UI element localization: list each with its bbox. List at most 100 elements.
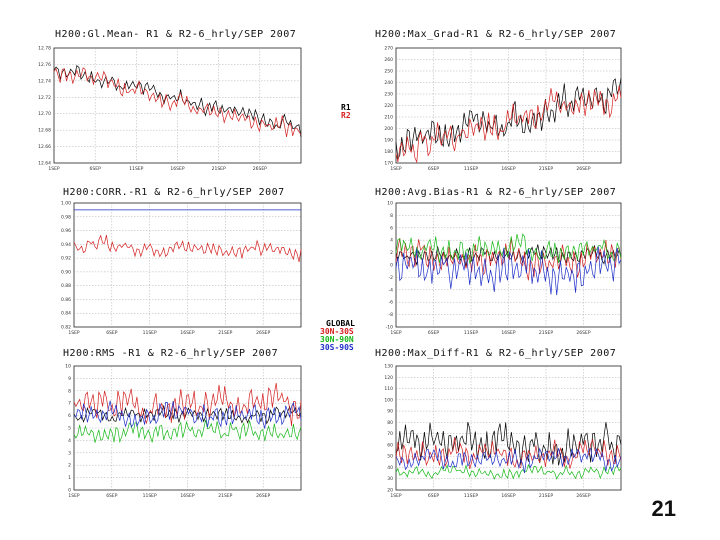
chart-panel-6: H200:Max_Diff-R1 & R2-6_hrly/SEP 2007 130… bbox=[375, 348, 622, 499]
x-tick-label: 16SEP bbox=[501, 330, 515, 336]
legend-30s-90s: 30S-90S bbox=[320, 343, 354, 352]
y-tick-label: 12.68 bbox=[38, 128, 51, 134]
y-tick-label: 190 bbox=[384, 138, 393, 144]
y-tick-label: 1 bbox=[68, 475, 71, 481]
y-tick-label: 9 bbox=[68, 376, 71, 382]
series-line-r1 bbox=[395, 77, 622, 160]
x-tick-label: 21SEP bbox=[218, 493, 232, 499]
x-tick-label: 1SEP bbox=[390, 166, 402, 172]
y-tick-label: 0.92 bbox=[61, 256, 71, 262]
x-tick-label: 1SEP bbox=[390, 330, 402, 336]
y-tick-label: 0.90 bbox=[61, 269, 71, 275]
x-tick-label: 21SEP bbox=[539, 493, 553, 499]
x-tick-label: 1SEP bbox=[390, 493, 402, 499]
y-tick-label: 10 bbox=[387, 201, 393, 207]
x-tick-label: 16SEP bbox=[501, 166, 515, 172]
y-tick-label: 200 bbox=[384, 126, 393, 132]
chart-panel-1: H200:Gl.Mean- R1 & R2-6_hrly/SEP 2007 12.… bbox=[38, 29, 302, 172]
y-tick-label: 260 bbox=[384, 57, 393, 63]
y-tick-label: 12.64 bbox=[38, 161, 51, 167]
legend-global: GLOBAL bbox=[326, 319, 355, 328]
y-tick-label: 170 bbox=[384, 161, 393, 167]
y-tick-label: 90 bbox=[387, 409, 393, 415]
legend-30n-30s: 30N-30S bbox=[320, 327, 354, 336]
y-tick-label: 0.84 bbox=[61, 311, 71, 317]
y-tick-label: 12.74 bbox=[38, 78, 51, 84]
y-tick-label: 40 bbox=[387, 465, 393, 471]
y-tick-label: 210 bbox=[384, 115, 393, 121]
y-tick-label: 2 bbox=[390, 250, 393, 256]
x-tick-label: 11SEP bbox=[129, 166, 143, 172]
x-tick-label: 21SEP bbox=[218, 330, 232, 336]
x-tick-label: 6SEP bbox=[106, 330, 118, 336]
y-tick-label: 0.98 bbox=[61, 214, 71, 220]
chart-panel-3: H200:CORR.-R1 & R2-6_hrly/SEP 2007 1.00 0.… bbox=[61, 187, 302, 336]
x-tick-label: 1SEP bbox=[68, 330, 80, 336]
x-tick-label: 26SEP bbox=[576, 166, 590, 172]
y-tick-label: 6 bbox=[68, 413, 71, 419]
series-line-30s-90s bbox=[395, 246, 622, 296]
series-line-global bbox=[395, 422, 622, 466]
x-tick-label: 6SEP bbox=[428, 166, 440, 172]
y-tick-label: 2 bbox=[68, 463, 71, 469]
y-tick-label: 0 bbox=[68, 488, 71, 494]
chart-title: H200:Avg.Bias-R1 & R2-6_hrly/SEP 2007 bbox=[375, 187, 616, 198]
y-tick-label: 12.70 bbox=[38, 111, 51, 117]
legend-mid: GLOBAL 30N-30S 30N-90N 30S-90S bbox=[320, 319, 355, 352]
series-line-30s-90s bbox=[395, 447, 622, 474]
y-tick-label: 12.76 bbox=[38, 62, 51, 68]
y-tick-label: 270 bbox=[384, 46, 393, 52]
y-tick-label: 10 bbox=[65, 364, 71, 370]
y-tick-label: 0 bbox=[390, 263, 393, 269]
x-tick-label: 21SEP bbox=[539, 166, 553, 172]
y-tick-label: 80 bbox=[387, 420, 393, 426]
series-line-30n-30s bbox=[395, 437, 622, 469]
series-line-r2 bbox=[73, 234, 302, 263]
chart-title: H200:CORR.-R1 & R2-6_hrly/SEP 2007 bbox=[63, 187, 285, 198]
series-line-30n-90n bbox=[73, 419, 302, 444]
y-tick-label: -4 bbox=[389, 287, 394, 293]
y-tick-label: 230 bbox=[384, 92, 393, 98]
x-tick-label: 16SEP bbox=[180, 493, 194, 499]
x-tick-label: 26SEP bbox=[576, 493, 590, 499]
y-tick-label: 0.82 bbox=[61, 325, 71, 331]
series-line-r2 bbox=[395, 85, 622, 164]
chart-title: H200:Max_Diff-R1 & R2-6_hrly/SEP 2007 bbox=[375, 348, 616, 359]
y-tick-label: 12.78 bbox=[38, 46, 51, 52]
y-tick-label: -10 bbox=[386, 325, 393, 331]
series-line-r2 bbox=[53, 67, 302, 137]
y-tick-label: 0.96 bbox=[61, 228, 71, 234]
y-tick-label: 6 bbox=[390, 225, 393, 231]
series-line-30s-90s bbox=[73, 400, 302, 429]
chart-title: H200:Max_Grad-R1 & R2-6_hrly/SEP 2007 bbox=[375, 29, 616, 40]
y-tick-label: 5 bbox=[68, 426, 71, 432]
x-tick-label: 16SEP bbox=[170, 166, 184, 172]
chart-title: H200:RMS -R1 & R2-6_hrly/SEP 2007 bbox=[63, 348, 278, 359]
y-tick-label: 180 bbox=[384, 149, 393, 155]
slide-number: 21 bbox=[651, 496, 676, 521]
series-line-30n-90n bbox=[395, 233, 622, 265]
legend-r2: R2 bbox=[341, 111, 351, 120]
x-tick-label: 11SEP bbox=[143, 493, 157, 499]
y-tick-label: 8 bbox=[68, 388, 71, 394]
chart-panel-5: H200:RMS -R1 & R2-6_hrly/SEP 20071098765… bbox=[63, 348, 302, 499]
x-tick-label: 1SEP bbox=[48, 166, 60, 172]
x-tick-label: 11SEP bbox=[464, 493, 478, 499]
y-tick-label: 60 bbox=[387, 442, 393, 448]
legend-top: R1 R2 bbox=[341, 103, 351, 120]
x-tick-label: 11SEP bbox=[464, 330, 478, 336]
y-tick-label: -8 bbox=[389, 312, 394, 318]
x-tick-label: 26SEP bbox=[256, 493, 270, 499]
y-tick-label: 8 bbox=[390, 213, 393, 219]
x-tick-label: 21SEP bbox=[539, 330, 553, 336]
chart-panel-4: H200:Avg.Bias-R1 & R2-6_hrly/SEP 2007 10 8… bbox=[375, 187, 622, 336]
y-tick-label: 110 bbox=[384, 386, 393, 392]
x-tick-label: 11SEP bbox=[143, 330, 157, 336]
y-tick-label: 20 bbox=[387, 488, 393, 494]
y-tick-label: 4 bbox=[390, 238, 393, 244]
legend-30n-90n: 30N-90N bbox=[320, 335, 354, 344]
x-tick-label: 6SEP bbox=[106, 493, 118, 499]
x-tick-label: 6SEP bbox=[428, 493, 440, 499]
x-tick-label: 6SEP bbox=[90, 166, 102, 172]
